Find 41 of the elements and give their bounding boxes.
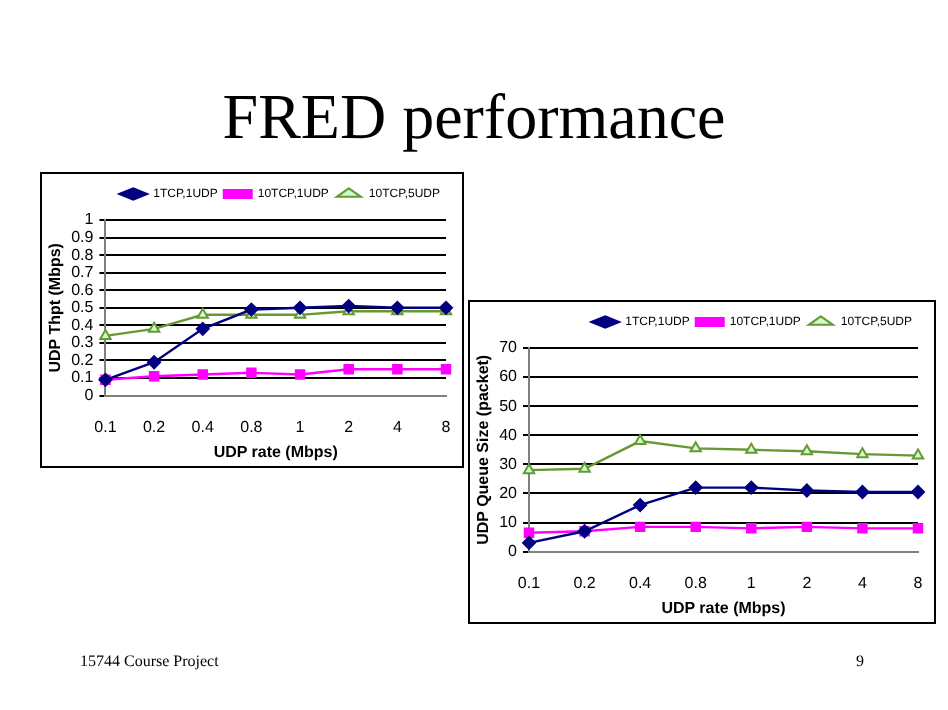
y-tick-label: 60 <box>499 367 519 386</box>
y-tick-label: 40 <box>499 425 519 444</box>
x-tick-label: 8 <box>441 417 452 436</box>
y-tick-label: 0.1 <box>71 368 95 387</box>
x-tick-label: 0.1 <box>517 573 542 592</box>
y-tick-label: 0.9 <box>71 227 95 246</box>
x-tick-label: 2 <box>802 573 813 592</box>
y-tick-label: 0.4 <box>71 315 95 334</box>
x-axis-title: UDP rate (Mbps) <box>661 598 787 617</box>
y-tick-label: 30 <box>499 454 519 473</box>
text: 15744 Course Project <box>80 652 219 670</box>
y-axis-title: UDP Queue Size (packet) <box>474 354 493 545</box>
y-tick-label: 0 <box>84 386 95 405</box>
x-tick-label: 0.4 <box>629 573 653 592</box>
x-tick-label: 0.2 <box>573 573 597 592</box>
x-tick-label: 4 <box>392 417 403 436</box>
y-tick-label: 1 <box>84 210 95 229</box>
x-tick-label: 1 <box>295 417 306 436</box>
x-tick-label: 0.8 <box>240 417 264 436</box>
y-tick-label: 0.6 <box>71 280 95 299</box>
x-axis-title: UDP rate (Mbps) <box>213 442 339 461</box>
y-tick-label: 0.8 <box>71 245 95 264</box>
x-tick-label: 0.2 <box>142 417 167 436</box>
y-tick-label: 0.5 <box>71 298 95 317</box>
text: 9 <box>856 652 864 670</box>
y-tick-label: 0.7 <box>71 263 95 282</box>
y-tick-label: 70 <box>499 338 519 357</box>
x-tick-label: 8 <box>913 573 924 592</box>
y-tick-label: 0.2 <box>71 350 95 369</box>
x-tick-label: 4 <box>857 573 868 592</box>
y-tick-label: 20 <box>499 483 519 502</box>
chart-title: FRED performance <box>220 80 728 154</box>
y-tick-label: 50 <box>499 396 519 415</box>
y-tick-label: 0.3 <box>71 333 95 352</box>
x-tick-label: 2 <box>344 417 355 436</box>
x-tick-label: 0.4 <box>191 417 215 436</box>
x-tick-label: 1 <box>746 573 757 592</box>
y-axis-title: UDP Thpt (Mbps) <box>46 242 65 373</box>
y-tick-label: 0 <box>508 542 519 561</box>
y-tick-label: 10 <box>499 512 519 531</box>
x-tick-label: 0.8 <box>684 573 708 592</box>
